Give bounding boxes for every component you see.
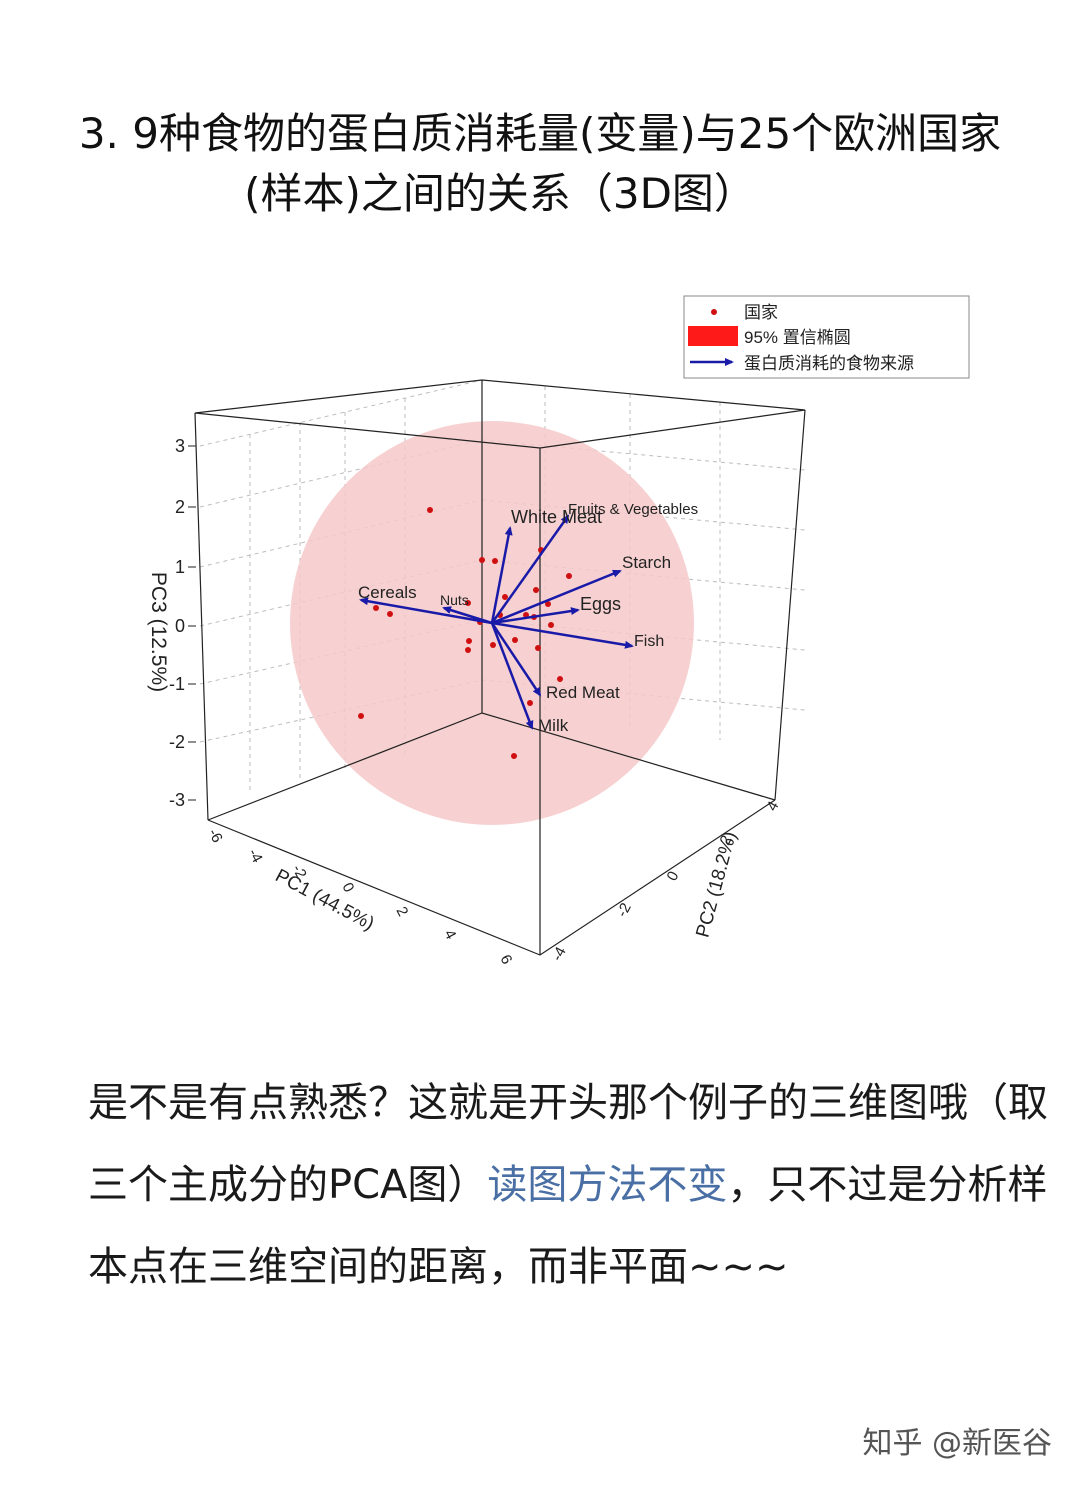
country-point: [465, 647, 471, 653]
country-point: [535, 645, 541, 651]
z-axis-label: PC3 (12.5%): [147, 572, 170, 692]
loading-arrow-fruits-vegetables: [490, 514, 570, 624]
loading-arrow-starch: [491, 569, 622, 625]
z-tick-label: 1: [175, 557, 185, 577]
legend-countries: 国家: [744, 303, 778, 322]
chart-legend: 国家 95% 置信椭圆 蛋白质消耗的食物来源: [683, 295, 970, 379]
loading-label-fish: Fish: [634, 633, 664, 650]
country-point: [466, 638, 472, 644]
z-tick-label: -2: [169, 732, 185, 752]
gridline: [199, 379, 483, 447]
country-point: [512, 637, 518, 643]
loading-label-nuts: Nuts: [440, 592, 469, 608]
country-point: [545, 601, 551, 607]
country-point: [492, 558, 498, 564]
country-point: [427, 507, 433, 513]
page-title-line-1: 3. 9种食物的蛋白质消耗量(变量)与25个欧洲国家: [78, 109, 1002, 158]
loading-label-white-meat: White Meat: [511, 507, 602, 527]
body-paragraph: 是不是有点熟悉？这就是开头那个例子的三维图哦（取三个主成分的PCA图）读图方法不…: [88, 1062, 1048, 1308]
country-point: [490, 642, 496, 648]
x-tick-label: 4: [440, 927, 459, 942]
country-point: [502, 594, 508, 600]
body-text-part1: 是不是有点熟悉？这就是开头那个例子的三维图哦（取三个主成分的PCA图）: [88, 1080, 1048, 1208]
loading-arrow-cereals: [359, 597, 493, 625]
loading-arrow-eggs: [491, 607, 580, 625]
legend-dot-icon: [711, 309, 717, 315]
loading-label-fruits-vegetables: Fruits & Vegetables: [568, 501, 698, 518]
page-title-line-2: (样本)之间的关系（3D图）: [244, 169, 756, 218]
loading-arrow-white-meat: [490, 526, 513, 624]
gridline: [481, 439, 806, 471]
loading-label-starch: Starch: [622, 553, 671, 572]
x-axis-label: PC1 (44.5%): [272, 865, 378, 935]
loading-arrow-milk: [490, 622, 534, 730]
body-highlight-link[interactable]: 读图方法不变: [487, 1162, 728, 1208]
x-tick-label: -4: [244, 846, 265, 866]
country-point: [465, 600, 471, 606]
z-tick-label: 3: [175, 436, 185, 456]
country-point: [533, 587, 539, 593]
country-point: [527, 700, 533, 706]
loading-label-cereals: Cereals: [358, 583, 417, 602]
country-point: [479, 557, 485, 563]
loading-label-eggs: Eggs: [580, 594, 621, 614]
country-point: [566, 573, 572, 579]
z-tick-label: -3: [169, 790, 185, 810]
country-point: [511, 753, 517, 759]
country-point: [373, 605, 379, 611]
legend-ellipse: 95% 置信椭圆: [744, 328, 851, 347]
country-point: [548, 622, 554, 628]
legend-arrows: 蛋白质消耗的食物来源: [744, 354, 914, 373]
legend-ellipse-swatch: [688, 326, 738, 346]
z-tick-label: 2: [175, 497, 185, 517]
cube-frame: [194, 379, 806, 956]
x-tick-label: 2: [392, 904, 411, 919]
x-tick-label: 0: [338, 880, 357, 895]
x-tick-label: 6: [496, 952, 515, 967]
country-point: [387, 611, 393, 617]
loading-arrow-red-meat: [490, 622, 542, 697]
y-tick-label: 0: [664, 869, 683, 884]
x-tick-label: -6: [204, 826, 225, 846]
body-text-part2: ，只不过是分析样本点在三维空间的距离，而非平面~~~: [88, 1162, 1048, 1290]
loading-label-milk: Milk: [538, 716, 569, 735]
watermark: 知乎 @新医谷: [862, 1426, 1052, 1461]
loading-arrow-fish: [491, 621, 634, 649]
y-axis-label: PC2 (18.2%): [692, 829, 740, 940]
loading-arrow-nuts: [442, 606, 493, 625]
loading-label-red-meat: Red Meat: [546, 683, 620, 702]
country-point: [557, 676, 563, 682]
y-tick-label: -2: [614, 900, 635, 920]
country-point: [358, 713, 364, 719]
z-tick-label: 0: [175, 616, 185, 636]
z-tick-label: -1: [169, 674, 185, 694]
